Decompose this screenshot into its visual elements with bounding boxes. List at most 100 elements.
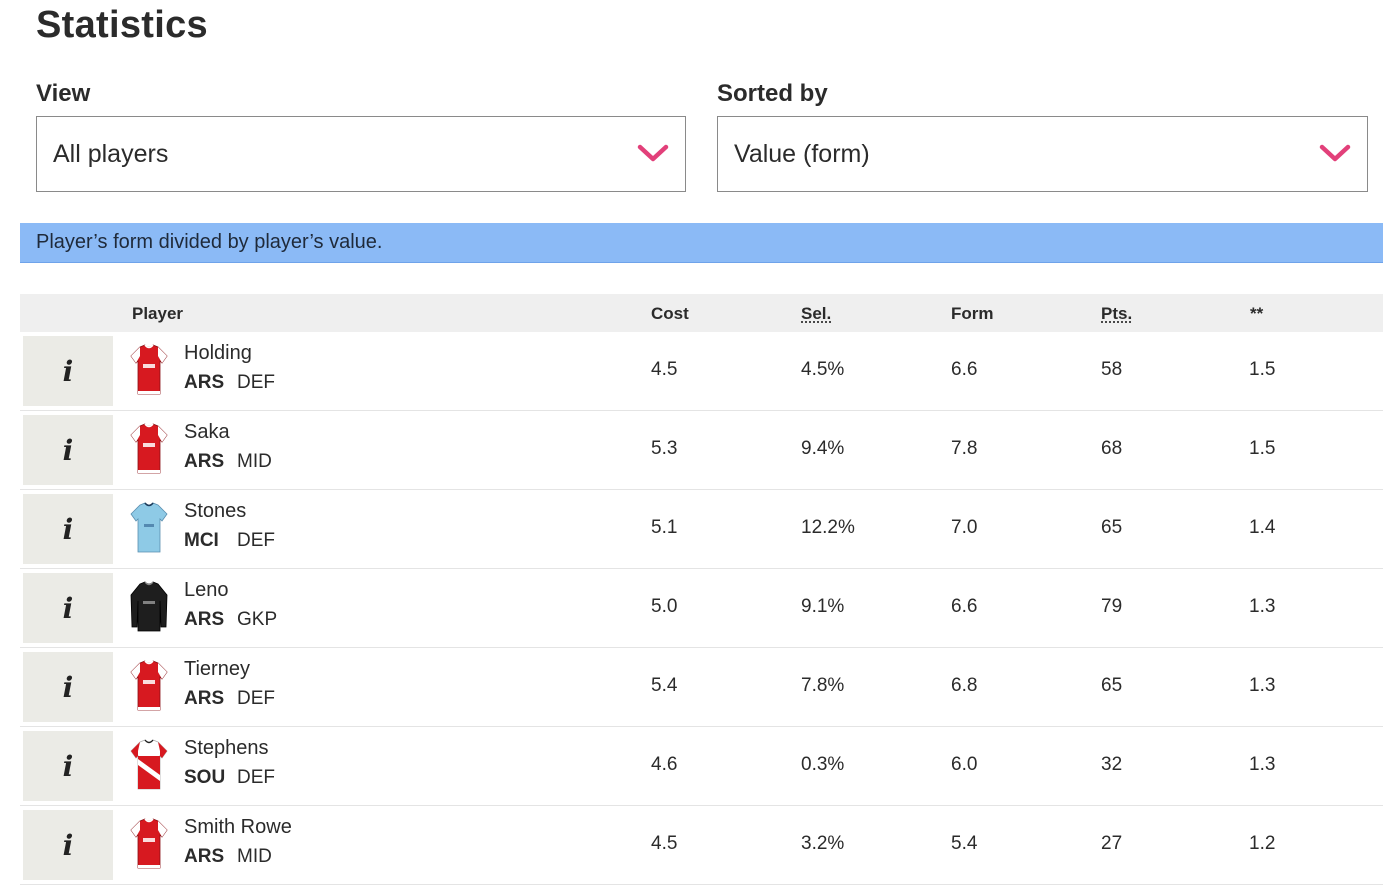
player-points: 68 [1101, 438, 1123, 459]
player-statistics-table: Player Cost Sel. Form Pts. ** i Holding … [20, 294, 1383, 885]
player-value-form: 1.3 [1249, 596, 1276, 617]
red-white-sash-shirt-icon [130, 739, 168, 790]
player-name[interactable]: Tierney [184, 658, 250, 680]
player-name[interactable]: Smith Rowe [184, 816, 292, 838]
sort-select[interactable]: Value (form) [717, 116, 1368, 192]
player-value-form: 1.3 [1249, 754, 1276, 775]
page-title: Statistics [36, 4, 208, 46]
player-selected: 0.3% [801, 754, 845, 775]
player-info-button[interactable]: i [23, 573, 113, 643]
red-white-sleeves-shirt-icon [130, 423, 168, 474]
player-selected: 9.4% [801, 438, 845, 459]
player-value-form: 1.4 [1249, 517, 1276, 538]
table-row: i Saka ARS MID 5.3 9.4% 7.8 68 1.5 [20, 411, 1383, 490]
player-team: MCI [184, 530, 219, 551]
sorted-by-label: Sorted by [717, 80, 828, 107]
player-selected: 12.2% [801, 517, 855, 538]
player-points: 32 [1101, 754, 1123, 775]
table-body: i Holding ARS DEF 4.5 4.5% 6.6 58 1.5 i [20, 332, 1383, 885]
table-row: i Stones MCI DEF 5.1 12.2% 7.0 65 1.4 [20, 490, 1383, 569]
table-row: i Leno ARS GKP 5.0 9.1% 6.6 79 1.3 [20, 569, 1383, 648]
player-cost: 4.5 [651, 359, 678, 380]
player-cost: 4.5 [651, 833, 678, 854]
player-form: 7.0 [951, 517, 978, 538]
header-selected[interactable]: Sel. [801, 304, 832, 323]
table-row: i Stephens SOU DEF 4.6 0.3% 6.0 32 1.3 [20, 727, 1383, 806]
player-name[interactable]: Saka [184, 421, 230, 443]
player-info-button[interactable]: i [23, 810, 113, 880]
player-team: SOU [184, 767, 226, 788]
view-select-value: All players [53, 139, 169, 168]
table-row: i Smith Rowe ARS MID 4.5 3.2% 5.4 27 1.2 [20, 806, 1383, 885]
player-position: DEF [237, 372, 275, 393]
player-team: ARS [184, 688, 225, 709]
table-row: i Holding ARS DEF 4.5 4.5% 6.6 58 1.5 [20, 332, 1383, 411]
player-cost: 5.3 [651, 438, 678, 459]
player-name[interactable]: Leno [184, 579, 229, 601]
view-label: View [36, 80, 91, 107]
player-position: DEF [237, 688, 275, 709]
player-form: 6.6 [951, 359, 978, 380]
player-info-button[interactable]: i [23, 731, 113, 801]
player-name[interactable]: Stephens [184, 737, 269, 759]
player-form: 7.8 [951, 438, 978, 459]
player-value-form: 1.2 [1249, 833, 1276, 854]
red-white-sleeves-shirt-icon [130, 818, 168, 869]
player-position: MID [237, 846, 272, 867]
table-row: i Tierney ARS DEF 5.4 7.8% 6.8 65 1.3 [20, 648, 1383, 727]
player-name[interactable]: Stones [184, 500, 247, 522]
player-form: 6.8 [951, 675, 978, 696]
player-info-button[interactable]: i [23, 652, 113, 722]
table-header: Player Cost Sel. Form Pts. ** [20, 294, 1383, 332]
player-team: ARS [184, 451, 225, 472]
player-selected: 3.2% [801, 833, 845, 854]
player-cost: 4.6 [651, 754, 678, 775]
red-white-sleeves-shirt-icon [130, 344, 168, 395]
player-value-form: 1.3 [1249, 675, 1276, 696]
player-cost: 5.0 [651, 596, 678, 617]
player-selected: 7.8% [801, 675, 845, 696]
player-position: DEF [237, 767, 275, 788]
player-position: GKP [237, 609, 278, 630]
header-extra[interactable]: ** [1250, 304, 1264, 323]
header-points[interactable]: Pts. [1101, 304, 1133, 323]
chevron-down-icon [1319, 144, 1351, 162]
player-cost: 5.1 [651, 517, 678, 538]
player-team: ARS [184, 846, 225, 867]
player-value-form: 1.5 [1249, 359, 1276, 380]
red-white-sleeves-shirt-icon [130, 660, 168, 711]
player-points: 79 [1101, 596, 1123, 617]
player-points: 65 [1101, 517, 1123, 538]
info-icon: i [62, 354, 74, 388]
sort-select-value: Value (form) [734, 139, 870, 168]
player-value-form: 1.5 [1249, 438, 1276, 459]
black-goalkeeper-shirt-icon [130, 581, 168, 632]
chevron-down-icon [637, 144, 669, 162]
player-team: ARS [184, 372, 225, 393]
player-team: ARS [184, 609, 225, 630]
player-points: 27 [1101, 833, 1123, 854]
player-position: MID [237, 451, 272, 472]
sky-blue-shirt-icon [130, 502, 168, 553]
player-form: 6.6 [951, 596, 978, 617]
sort-description-text: Player’s form divided by player’s value. [36, 231, 383, 253]
header-cost[interactable]: Cost [651, 304, 689, 323]
player-form: 5.4 [951, 833, 978, 854]
player-info-button[interactable]: i [23, 415, 113, 485]
info-icon: i [62, 828, 74, 862]
player-info-button[interactable]: i [23, 336, 113, 406]
header-form[interactable]: Form [951, 304, 994, 323]
player-selected: 4.5% [801, 359, 845, 380]
sort-description-banner: Player’s form divided by player’s value. [20, 223, 1383, 263]
info-icon: i [62, 670, 74, 704]
player-points: 65 [1101, 675, 1123, 696]
info-icon: i [62, 433, 74, 467]
view-select[interactable]: All players [36, 116, 686, 192]
player-name[interactable]: Holding [184, 342, 252, 364]
player-selected: 9.1% [801, 596, 845, 617]
player-info-button[interactable]: i [23, 494, 113, 564]
player-form: 6.0 [951, 754, 978, 775]
player-points: 58 [1101, 359, 1123, 380]
header-player[interactable]: Player [132, 304, 184, 323]
player-position: DEF [237, 530, 275, 551]
